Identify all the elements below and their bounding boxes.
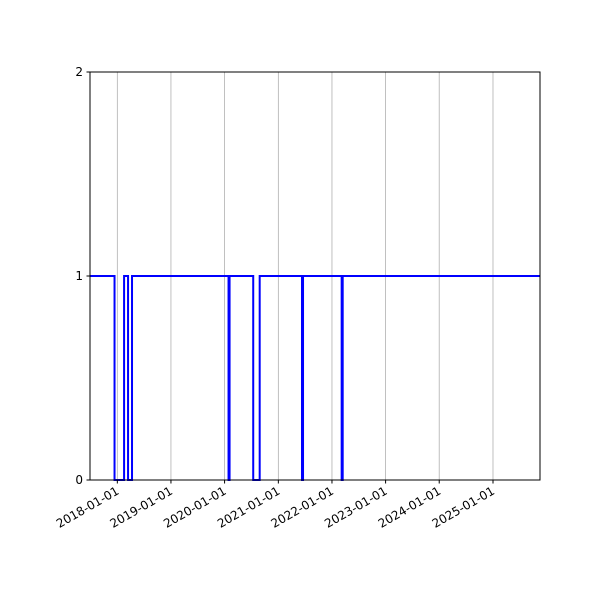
series: [90, 275, 540, 481]
x-axis: 2018-01-012019-01-012020-01-012021-01-01…: [54, 480, 497, 531]
y-tick-label: 0: [75, 473, 83, 487]
y-tick-label: 1: [75, 269, 83, 283]
series-line: [90, 275, 540, 481]
y-tick-label: 2: [75, 65, 83, 79]
y-axis: 0 1 2: [75, 65, 90, 487]
